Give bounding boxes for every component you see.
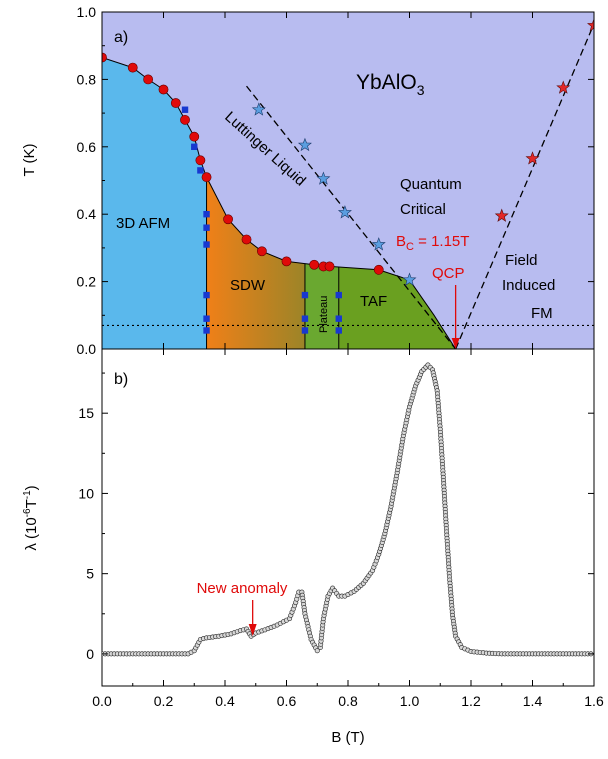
circle-marker <box>256 246 267 257</box>
square-marker <box>197 167 204 174</box>
square-marker <box>191 143 198 150</box>
square-marker <box>203 291 210 299</box>
panel-a-label: a) <box>114 29 128 46</box>
qcp-label: QCP <box>432 265 465 282</box>
luttinger-star-marker <box>371 237 386 251</box>
square-marker <box>203 211 210 218</box>
fm-star-markers <box>494 18 594 222</box>
square-marker <box>203 241 210 248</box>
circle-marker <box>143 74 154 85</box>
x-tick-label: 0.6 <box>277 693 297 709</box>
y-tick-label: 1.0 <box>77 4 97 20</box>
luttinger-star-markers <box>251 102 417 286</box>
y-tick-label: 0.2 <box>77 274 97 290</box>
anomaly-arrow-head <box>248 624 257 636</box>
x-tick-label: 1.6 <box>584 693 604 709</box>
square-marker <box>335 327 342 334</box>
square-marker <box>301 327 309 334</box>
qcp-arrow-head <box>451 338 460 349</box>
lambda-series-markers <box>102 362 594 657</box>
square-marker <box>301 315 309 322</box>
bc-label: BC = 1.15T <box>396 233 469 253</box>
circle-marker <box>195 155 206 166</box>
panel-b: b) New anomaly 0 5 10 15 0.0 0.2 0.4 0.6 0.8 1.0… <box>22 12 604 746</box>
quantum-label: Quantum <box>400 176 462 193</box>
region-label-sdw: SDW <box>230 277 266 294</box>
x-tick-label: 0.0 <box>92 693 112 709</box>
x-tick-label: 1.0 <box>400 693 420 709</box>
fm-star-marker <box>587 18 594 32</box>
luttinger-star-marker <box>402 272 417 286</box>
y-tick-label: 15 <box>78 405 94 421</box>
induced-label: Induced <box>502 277 555 294</box>
region-label-taf: TAF <box>360 293 387 310</box>
panel-a-y-ticks: 0.0 0.2 0.4 0.6 0.8 1.0 <box>77 4 594 357</box>
panel-a-y-axis-label: T (K) <box>21 143 38 176</box>
y-tick-label: 5 <box>86 566 94 582</box>
square-marker <box>203 224 210 231</box>
circle-marker <box>281 256 292 267</box>
region-taf <box>338 267 456 349</box>
square-markers <box>181 106 342 334</box>
critical-label: Critical <box>400 201 446 218</box>
x-tick-label: 0.4 <box>215 693 235 709</box>
fm-star-marker <box>556 80 571 94</box>
circle-marker <box>170 98 181 108</box>
region-plateau <box>304 263 339 349</box>
square-marker <box>203 327 210 334</box>
y-tick-label: 0.0 <box>77 341 97 357</box>
panel-b-frame <box>101 348 595 687</box>
square-marker <box>301 291 309 299</box>
region-label-plateau: Plateau <box>318 296 330 333</box>
dashed-line-fm <box>455 23 594 349</box>
circle-marker <box>201 172 212 183</box>
circle-marker <box>309 259 320 270</box>
circle-marker <box>373 264 384 275</box>
panel-b-x-ticks: 0.0 0.2 0.4 0.6 0.8 1.0 1.2 1.4 1.6 <box>92 12 604 709</box>
y-tick-label: 10 <box>78 485 94 501</box>
circle-marker <box>241 234 252 245</box>
compound-label: YbAlO3 <box>356 71 425 98</box>
lambda-series-line <box>102 364 594 655</box>
field-label: Field <box>505 252 538 269</box>
circle-marker <box>158 84 169 95</box>
panel-b-label: b) <box>114 371 128 388</box>
square-marker <box>335 315 342 322</box>
region-label-3d-afm: 3D AFM <box>116 215 170 232</box>
fm-star-marker <box>494 208 509 222</box>
data-point <box>314 648 320 654</box>
circle-marker <box>324 261 335 272</box>
y-tick-label: 0.4 <box>77 206 97 222</box>
x-tick-label: 1.4 <box>523 693 543 709</box>
luttinger-star-marker <box>337 205 352 219</box>
fm-label: FM <box>531 305 553 322</box>
region-3d-afm <box>102 57 207 349</box>
y-tick-label: 0.8 <box>77 71 97 87</box>
y-tick-label: 0 <box>86 646 94 662</box>
luttinger-star-marker <box>251 102 266 116</box>
x-tick-label: 1.2 <box>461 693 481 709</box>
panel-a: a) YbAlO3 Luttinger Liquid Quantum Criti… <box>21 4 595 357</box>
square-marker <box>203 315 210 322</box>
panel-b-y-axis-label: λ (10-6T-1) <box>22 485 40 550</box>
panel-b-y-ticks: 0 5 10 15 <box>78 372 594 662</box>
circle-marker <box>127 62 138 73</box>
square-marker <box>181 106 189 113</box>
x-tick-label: 0.2 <box>154 693 174 709</box>
circle-marker <box>223 214 233 225</box>
x-tick-label: 0.8 <box>338 693 358 709</box>
square-marker <box>335 291 342 299</box>
dashed-line-luttinger <box>246 85 457 349</box>
y-tick-label: 0.6 <box>77 139 97 155</box>
circle-marker <box>189 131 200 142</box>
luttinger-star-marker <box>297 137 312 152</box>
new-anomaly-label: New anomaly <box>197 580 288 597</box>
x-axis-label: B (T) <box>331 729 364 746</box>
luttinger-star-marker <box>316 171 331 185</box>
circle-marker <box>180 114 190 125</box>
fm-star-marker <box>525 151 540 165</box>
region-sdw <box>206 177 305 349</box>
circle-markers <box>102 52 384 275</box>
